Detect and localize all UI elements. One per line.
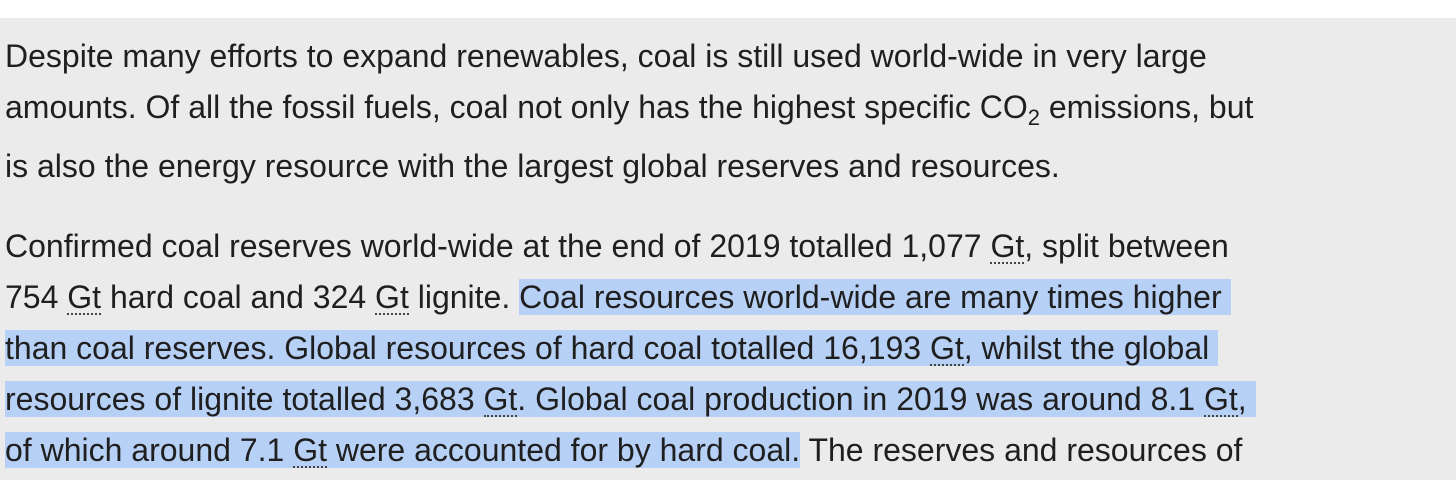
abbreviation[interactable]: Gt <box>990 228 1025 264</box>
text-panel: Despite many efforts to expand renewable… <box>0 18 1456 480</box>
highlighted-text: , <box>1237 381 1256 417</box>
text: lignite. <box>408 279 520 315</box>
text: Despite many efforts to expand renewable… <box>5 38 1207 74</box>
subscript: 2 <box>1027 105 1040 130</box>
text: amounts. Of all the fossil fuels, coal n… <box>5 89 1028 125</box>
text-line: amounts. Of all the fossil fuels, coal n… <box>5 82 1253 133</box>
text-line: 754 Gt hard coal and 324 Gt lignite. Coa… <box>5 272 1231 323</box>
text: Confirmed coal reserves world-wide at th… <box>5 228 991 264</box>
abbreviation[interactable]: Gt <box>483 381 518 417</box>
abbreviation[interactable]: Gt <box>67 279 102 315</box>
text-line: Despite many efforts to expand renewable… <box>5 31 1207 82</box>
text: The reserves and resources of <box>800 432 1243 468</box>
text-line: resources of lignite totalled 3,683 Gt. … <box>5 374 1256 425</box>
text: emissions, but <box>1039 89 1254 125</box>
text: hard coal and 324 <box>101 279 376 315</box>
highlighted-text: , whilst the global <box>963 330 1219 366</box>
highlighted-text: . Global coal production in 2019 was aro… <box>517 381 1204 417</box>
text-line: than coal reserves. Global resources of … <box>5 323 1219 374</box>
text: is also the energy resource with the lar… <box>5 148 1060 184</box>
text-line: Confirmed coal reserves world-wide at th… <box>5 221 1229 272</box>
highlighted-text: than coal reserves. Global resources of … <box>5 330 930 366</box>
highlighted-text: resources of lignite totalled 3,683 <box>5 381 484 417</box>
abbreviation[interactable]: Gt <box>929 330 964 366</box>
highlighted-text: were accounted for by hard coal. <box>326 432 801 468</box>
text: 754 <box>5 279 68 315</box>
abbreviation[interactable]: Gt <box>1203 381 1238 417</box>
highlighted-text: Coal resources world-wide are many times… <box>519 279 1231 315</box>
abbreviation[interactable]: Gt <box>293 432 327 468</box>
text-line: is also the energy resource with the lar… <box>5 141 1060 192</box>
abbreviation[interactable]: Gt <box>375 279 409 315</box>
text-line: of which around 7.1 Gt were accounted fo… <box>5 425 1242 476</box>
text: , split between <box>1024 228 1229 264</box>
highlighted-text: of which around 7.1 <box>5 432 294 468</box>
